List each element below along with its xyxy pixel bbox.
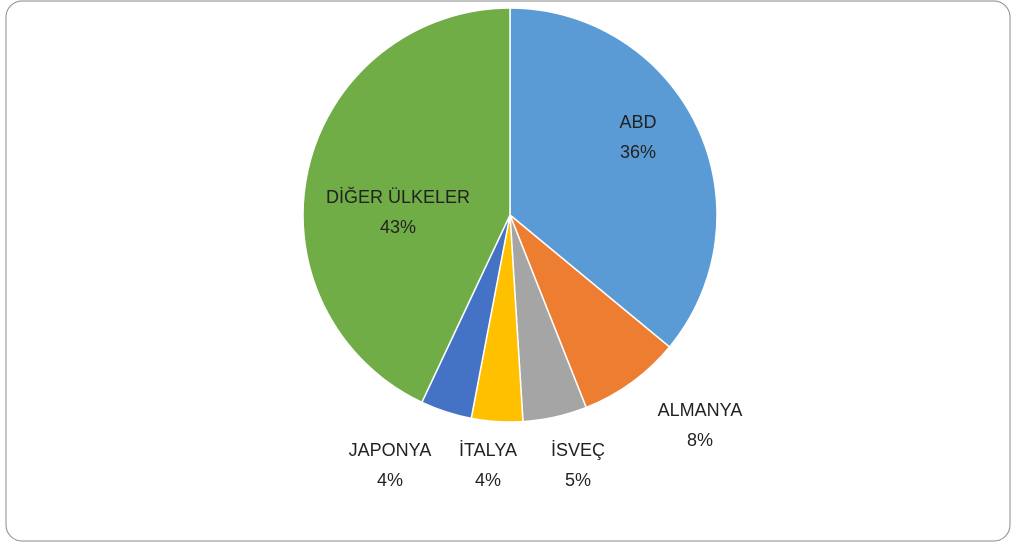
pie-slice bbox=[509, 7, 718, 349]
slice-value-label: 36% bbox=[620, 142, 656, 162]
slice-label: İSVEÇ bbox=[551, 440, 605, 460]
slice-label: DİĞER ÜLKELER bbox=[326, 186, 470, 207]
pie-slice bbox=[302, 7, 511, 404]
slice-value-label: 4% bbox=[475, 470, 501, 490]
slice-value-label: 4% bbox=[377, 470, 403, 490]
slice-label: JAPONYA bbox=[349, 440, 432, 460]
slice-label: ALMANYA bbox=[658, 400, 743, 420]
slice-value-label: 5% bbox=[565, 470, 591, 490]
pie-slice bbox=[509, 214, 671, 409]
slice-label: İTALYA bbox=[459, 440, 517, 460]
slice-label: ABD bbox=[619, 112, 656, 132]
slice-value-label: 43% bbox=[380, 217, 416, 237]
slice-value-label: 8% bbox=[687, 430, 713, 450]
